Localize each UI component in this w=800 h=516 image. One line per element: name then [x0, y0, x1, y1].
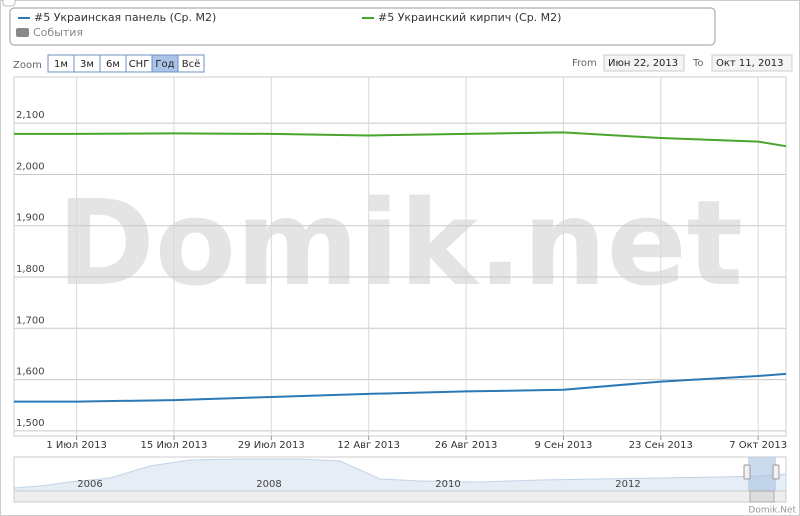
y-tick-label: 2,000	[16, 161, 45, 172]
date-input-value[interactable]: Июн 22, 2013	[608, 58, 678, 69]
navigator-handle[interactable]	[743, 464, 751, 480]
x-tick-label: 23 Сен 2013	[629, 440, 693, 451]
date-input-value[interactable]: Окт 11, 2013	[716, 58, 783, 69]
to-label: To	[692, 58, 704, 69]
y-tick-label: 2,100	[16, 110, 45, 121]
scrollbar-thumb[interactable]	[749, 490, 775, 503]
y-tick-label: 1,900	[16, 213, 45, 224]
navigator-label: 2008	[256, 479, 281, 490]
from-label: From	[572, 58, 597, 69]
zoom-button-label[interactable]: Всё	[182, 59, 201, 70]
x-tick-label: 9 Сен 2013	[535, 440, 593, 451]
zoom-label: Zoom	[13, 60, 42, 71]
y-tick-label: 1,800	[16, 264, 45, 275]
x-tick-label: 1 Июл 2013	[46, 440, 106, 451]
y-tick-label: 1,600	[16, 367, 45, 378]
zoom-button[interactable]	[177, 54, 205, 73]
x-tick-label: 7 Окт 2013	[729, 440, 787, 451]
x-tick-label: 26 Авг 2013	[435, 440, 498, 451]
zoom-button-label[interactable]: 6м	[106, 59, 120, 70]
x-tick-label: 12 Авг 2013	[337, 440, 400, 451]
y-tick-label: 1,500	[16, 418, 45, 429]
plot-area	[13, 76, 787, 437]
zoom-button-label[interactable]: 3м	[80, 59, 94, 70]
tab	[2, 0, 16, 7]
scrollbar[interactable]	[13, 490, 787, 503]
navigator-label: 2010	[435, 479, 460, 490]
navigator-label: 2012	[615, 479, 640, 490]
x-tick-label: 15 Июл 2013	[141, 440, 208, 451]
series-line	[14, 131, 787, 148]
date-input[interactable]	[603, 54, 685, 72]
x-tick-label: 29 Июл 2013	[238, 440, 305, 451]
legend-label[interactable]: #5 Украинская панель (Ср. M2)	[34, 11, 216, 24]
credits: Domik.Net	[748, 506, 796, 516]
y-tick-label: 1,700	[16, 315, 45, 326]
navigator-label: 2006	[77, 479, 102, 490]
legend-swatch	[16, 28, 29, 37]
zoom-button-label[interactable]: СНГ	[129, 59, 150, 70]
series-line	[14, 372, 787, 403]
zoom-button-label[interactable]: 1м	[54, 59, 68, 70]
legend-label[interactable]: #5 Украинский кирпич (Ср. M2)	[378, 11, 561, 24]
zoom-button-label[interactable]: Год	[155, 59, 174, 70]
legend-box	[9, 7, 716, 46]
legend-label[interactable]: События	[33, 26, 83, 39]
date-input[interactable]	[711, 54, 793, 72]
navigator-handle[interactable]	[772, 464, 780, 480]
watermark: Domik.net	[57, 174, 743, 312]
